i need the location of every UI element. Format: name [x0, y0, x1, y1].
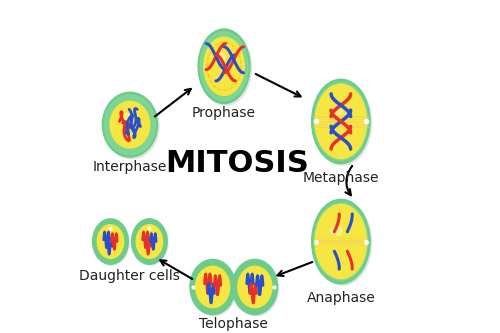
Ellipse shape: [192, 261, 236, 316]
Text: Telophase: Telophase: [200, 317, 268, 331]
Ellipse shape: [204, 37, 244, 95]
Text: Prophase: Prophase: [192, 106, 256, 120]
Ellipse shape: [92, 219, 128, 264]
Ellipse shape: [104, 94, 159, 159]
Ellipse shape: [132, 219, 168, 264]
Ellipse shape: [196, 266, 230, 308]
Ellipse shape: [314, 81, 372, 165]
Ellipse shape: [312, 79, 370, 164]
Ellipse shape: [232, 259, 278, 315]
Ellipse shape: [234, 261, 279, 316]
Ellipse shape: [132, 220, 168, 265]
Text: MITOSIS: MITOSIS: [165, 149, 309, 178]
Ellipse shape: [200, 32, 248, 101]
Ellipse shape: [312, 199, 370, 284]
Ellipse shape: [238, 266, 272, 308]
Ellipse shape: [110, 101, 150, 148]
Ellipse shape: [330, 107, 342, 115]
Ellipse shape: [120, 113, 132, 120]
Ellipse shape: [136, 225, 162, 258]
Ellipse shape: [314, 203, 368, 280]
Ellipse shape: [215, 53, 226, 61]
Ellipse shape: [228, 277, 240, 297]
Text: Anaphase: Anaphase: [306, 291, 375, 305]
Ellipse shape: [104, 95, 156, 155]
Ellipse shape: [314, 83, 368, 160]
Text: Interphase: Interphase: [92, 160, 167, 174]
Ellipse shape: [200, 31, 252, 105]
Ellipse shape: [190, 259, 236, 315]
Ellipse shape: [315, 84, 366, 159]
Text: Metaphase: Metaphase: [302, 171, 379, 185]
Ellipse shape: [330, 227, 342, 235]
Ellipse shape: [94, 220, 130, 265]
Text: Daughter cells: Daughter cells: [80, 269, 180, 283]
Ellipse shape: [198, 29, 250, 104]
Ellipse shape: [315, 204, 366, 279]
Ellipse shape: [102, 92, 158, 157]
Ellipse shape: [314, 201, 372, 285]
Ellipse shape: [98, 225, 124, 258]
